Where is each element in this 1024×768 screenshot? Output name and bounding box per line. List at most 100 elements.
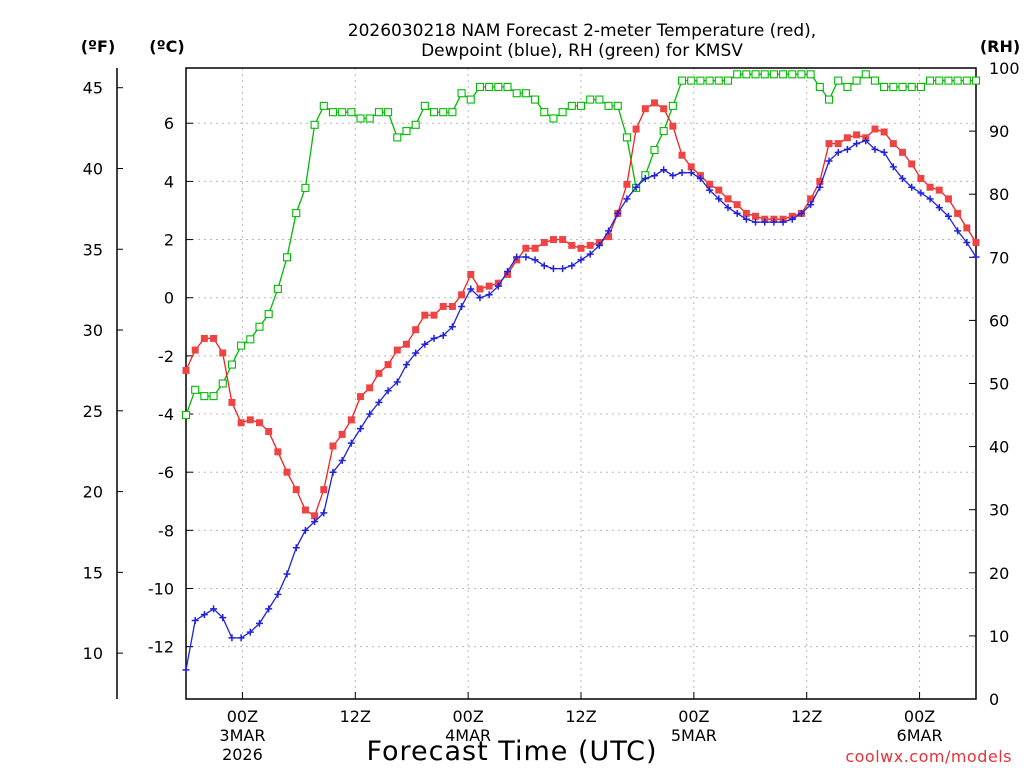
dewpoint-point xyxy=(871,145,879,153)
rh-point xyxy=(393,133,402,142)
dewpoint-point xyxy=(899,174,907,182)
temperature-point xyxy=(669,122,677,130)
dewpoint-point xyxy=(485,291,493,299)
dewpoint-point xyxy=(255,619,263,627)
temperature-point xyxy=(467,270,475,278)
rh-point xyxy=(200,392,209,401)
celsius-tick-label: 6 xyxy=(164,114,174,133)
dewpoint-point xyxy=(908,183,916,191)
rh-point xyxy=(237,341,246,350)
dewpoint-point xyxy=(338,457,346,465)
chart-title-line1: 2026030218 NAM Forecast 2-meter Temperat… xyxy=(348,21,816,41)
rh-point xyxy=(374,108,383,117)
time-tick-label: 00Z xyxy=(678,707,709,726)
rh-point xyxy=(338,108,347,117)
rh-point xyxy=(971,76,981,85)
dewpoint-point xyxy=(347,439,355,447)
rh-point xyxy=(604,101,613,110)
fahrenheit-tick-label: 25 xyxy=(83,402,103,421)
temperature-point xyxy=(816,177,824,185)
dewpoint-point xyxy=(706,186,714,194)
rh-point xyxy=(494,82,503,91)
temperature-point xyxy=(577,244,585,252)
rh-tick-label: 50 xyxy=(989,375,1009,394)
temperature-point xyxy=(522,244,530,252)
date-tick-label: 3MAR xyxy=(219,726,265,745)
dewpoint-point xyxy=(200,611,208,619)
dewpoint-point xyxy=(972,253,980,261)
rh-point xyxy=(264,310,273,319)
rh-point xyxy=(347,108,356,117)
chart-title-line2: Dewpoint (blue), RH (green) for KMSV xyxy=(421,41,743,61)
rh-point xyxy=(503,82,512,91)
rh-point xyxy=(356,114,365,123)
rh-point xyxy=(310,120,319,129)
dewpoint-point xyxy=(311,518,319,526)
dewpoint-point xyxy=(210,605,218,613)
rh-point xyxy=(540,108,549,117)
dewpoint-point xyxy=(843,145,851,153)
dewpoint-point xyxy=(237,634,245,642)
rh-point xyxy=(301,183,310,192)
temperature-point xyxy=(200,334,208,342)
rh-point xyxy=(898,82,907,91)
rh-point xyxy=(457,89,466,98)
rh-point xyxy=(512,89,521,98)
temperature-point xyxy=(210,334,218,342)
rh-tick-label: 100 xyxy=(989,59,1020,78)
temperature-point xyxy=(292,486,300,494)
rh-point xyxy=(953,76,962,85)
temperature-point xyxy=(347,416,355,424)
celsius-tick-label: -10 xyxy=(148,580,174,599)
temperature-point xyxy=(660,105,668,113)
plot-frame xyxy=(185,67,977,700)
temperature-point xyxy=(412,326,420,334)
rh-point xyxy=(402,127,411,136)
temperature-point xyxy=(329,442,337,450)
dewpoint-point xyxy=(779,218,787,226)
dewpoint-point xyxy=(917,189,925,197)
temperature-point xyxy=(954,209,962,217)
rh-point xyxy=(751,70,760,79)
temperature-point xyxy=(586,241,594,249)
x-axis-title: Forecast Time (UTC) xyxy=(366,736,657,767)
temperature-point xyxy=(255,419,263,427)
dewpoint-point xyxy=(329,468,337,476)
dewpoint-point xyxy=(678,169,686,177)
temperature-point xyxy=(393,346,401,354)
rh-point xyxy=(668,101,677,110)
temperature-point xyxy=(237,419,245,427)
rh-tick-label: 0 xyxy=(989,690,999,709)
dewpoint-point xyxy=(384,387,392,395)
fahrenheit-tick-label: 45 xyxy=(83,79,103,98)
dewpoint-point xyxy=(228,634,236,642)
dewpoint-point xyxy=(513,253,521,261)
dewpoint-point xyxy=(504,268,512,276)
grid-layer xyxy=(186,68,976,699)
date-tick-label: 4MAR xyxy=(445,726,491,745)
rh-tick-label: 20 xyxy=(989,564,1009,583)
temperature-point xyxy=(476,285,484,293)
time-tick-label: 12Z xyxy=(791,707,822,726)
rh-point xyxy=(531,95,540,104)
rh-point xyxy=(567,101,576,110)
temperature-point xyxy=(320,486,328,494)
temperature-point xyxy=(540,238,548,246)
rh-point xyxy=(916,82,925,91)
temperature-point xyxy=(880,128,888,136)
rh-point xyxy=(806,70,815,79)
dewpoint-point xyxy=(963,238,971,246)
rh-point xyxy=(733,70,742,79)
temperature-point xyxy=(191,346,199,354)
dewpoint-point xyxy=(752,218,760,226)
rh-point xyxy=(852,76,861,85)
dewpoint-point xyxy=(660,166,668,174)
dewpoint-point xyxy=(458,302,466,310)
dewpoint-point xyxy=(632,183,640,191)
dewpoint-point xyxy=(448,323,456,331)
temperature-point xyxy=(283,468,291,476)
dewpoint-point xyxy=(926,195,934,203)
rh-point xyxy=(448,108,457,117)
dewpoint-point xyxy=(540,262,548,270)
temperature-point xyxy=(623,180,631,188)
